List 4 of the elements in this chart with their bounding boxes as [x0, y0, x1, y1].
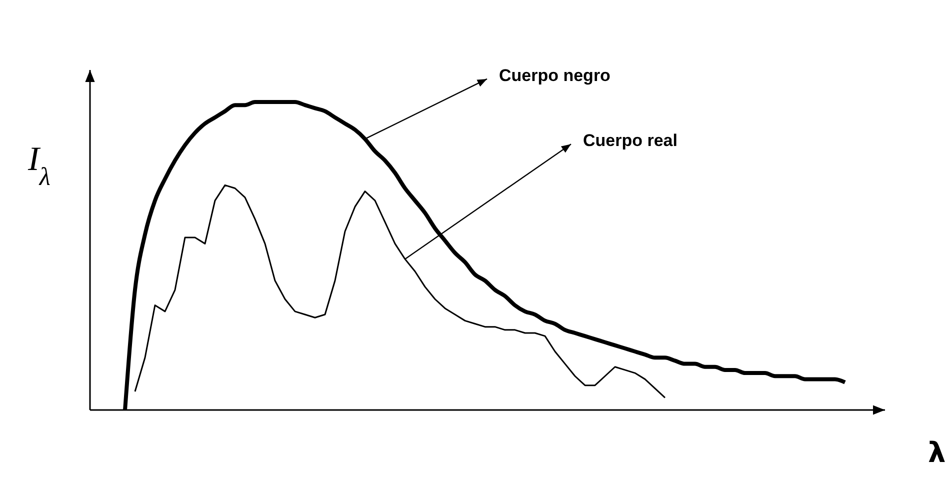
text: Cuerpo negro	[499, 66, 610, 85]
x-axis-title: λ	[928, 436, 946, 469]
y-axis-title: I$_{λ}$	[27, 141, 50, 190]
text: Cuerpo real	[583, 131, 678, 150]
